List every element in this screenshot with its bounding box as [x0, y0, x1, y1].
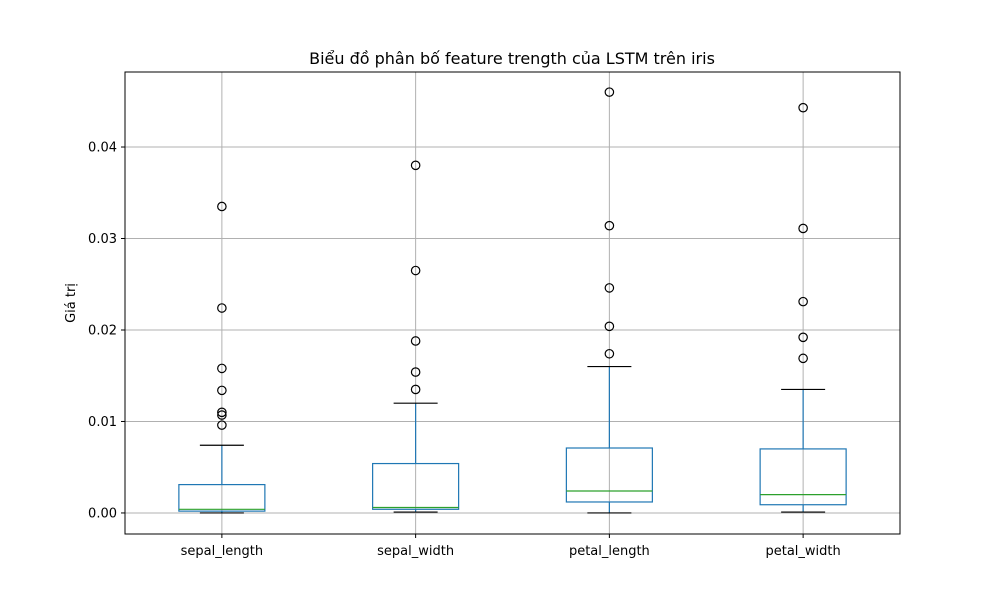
y-axis-ticks: 0.00 0.01 0.02 0.03 0.04	[88, 141, 125, 521]
outlier-point	[798, 102, 808, 113]
y-axis-label: Giá trị	[64, 283, 79, 323]
outlier-point	[604, 321, 615, 332]
x-tick-label: petal_length	[569, 544, 650, 559]
y-tick-label: 0.01	[88, 415, 117, 430]
iqr-box	[759, 448, 847, 506]
outlier-point	[217, 407, 227, 418]
box-petal_length	[565, 87, 653, 514]
iqr-box	[372, 462, 460, 510]
outlier-point	[410, 265, 421, 276]
outlier-point	[798, 332, 808, 343]
outlier-point	[604, 220, 615, 231]
box-series	[178, 87, 847, 514]
outlier-point	[410, 160, 421, 171]
x-tick-label: sepal_length	[181, 544, 264, 559]
box-petal_width	[759, 102, 847, 513]
iqr-box	[178, 483, 266, 512]
box-sepal_length	[178, 201, 266, 514]
chart-title: Biểu đồ phân bố feature trength của LSTM…	[309, 49, 715, 68]
x-tick-label: petal_width	[765, 544, 840, 559]
outlier-point	[410, 336, 421, 346]
plot-frame	[124, 71, 901, 535]
outlier-point	[217, 420, 227, 430]
outlier-point	[217, 201, 227, 212]
y-tick-label: 0.04	[88, 141, 117, 156]
outlier-point	[798, 223, 808, 234]
outlier-point	[604, 283, 615, 293]
outlier-point	[217, 385, 227, 396]
outlier-point	[217, 363, 227, 374]
x-tick-label: sepal_width	[377, 544, 454, 559]
outlier-point	[410, 367, 421, 377]
iqr-box	[565, 447, 653, 503]
box-sepal_width	[372, 160, 460, 513]
outlier-point	[217, 410, 227, 420]
outlier-point	[410, 384, 421, 395]
grid-lines	[125, 72, 900, 534]
outlier-point	[217, 303, 227, 313]
y-tick-label: 0.02	[88, 323, 117, 338]
y-tick-label: 0.00	[88, 506, 117, 521]
outlier-point	[604, 348, 615, 359]
outlier-point	[604, 87, 615, 97]
y-tick-label: 0.03	[88, 232, 117, 247]
x-axis-ticks: sepal_length sepal_width petal_length petal…	[181, 534, 841, 559]
outlier-point	[798, 296, 808, 307]
outlier-point	[798, 353, 808, 364]
